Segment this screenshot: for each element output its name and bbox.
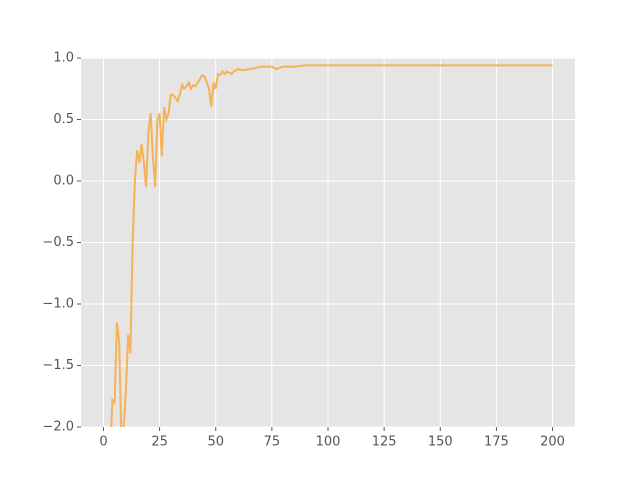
x-tick-label: 50	[207, 435, 224, 450]
x-tick-label: 25	[151, 435, 168, 450]
x-tick-label: 200	[540, 435, 565, 450]
y-tick-label: 1.0	[53, 51, 74, 66]
data-line	[110, 64, 553, 427]
y-tick-label: 0.0	[53, 174, 74, 189]
y-tick-label: −2.0	[42, 420, 74, 435]
x-tick-label: 0	[99, 435, 107, 450]
x-tick-label: 100	[316, 435, 341, 450]
y-tick-label: −0.5	[42, 235, 74, 250]
y-tick-label: −1.0	[42, 297, 74, 312]
x-tick-label: 175	[484, 435, 509, 450]
y-tick-label: 0.5	[53, 112, 74, 127]
x-tick-label: 75	[264, 435, 281, 450]
x-tick-label: 150	[428, 435, 453, 450]
x-tick-label: 125	[372, 435, 397, 450]
y-tick-label: −1.5	[42, 358, 74, 373]
